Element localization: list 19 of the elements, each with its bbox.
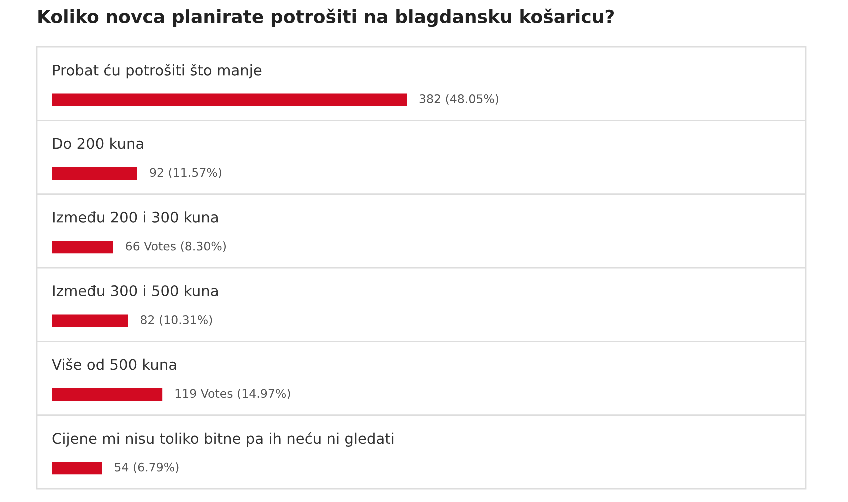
data-label: 82 (10.31%) <box>141 315 212 326</box>
chart-title: Koliko novca planirate potrošiti na blagdansku košaricu? <box>38 8 614 28</box>
data-label: 382 (48.05%) <box>420 94 498 105</box>
y-tick-label: Cijene mi nisu toliko bitne pa ih neću ni gledati <box>52 432 394 447</box>
y-tick-label: Probat ću potrošiti što manje <box>53 64 262 79</box>
data-label: 119 Votes (14.97%) <box>176 389 290 400</box>
y-tick-label: Između 300 i 500 kuna <box>53 285 218 297</box>
data-label: 66 Votes (8.30%) <box>126 242 226 252</box>
bar <box>52 462 102 475</box>
bar <box>52 167 138 180</box>
bar <box>52 241 114 254</box>
bar <box>52 388 163 401</box>
y-tick-label: Do 200 kuna <box>53 138 144 150</box>
y-tick-label: Više od 500 kuna <box>52 358 176 370</box>
bar <box>52 314 128 328</box>
y-tick-label: Između 200 i 300 kuna <box>53 212 218 223</box>
bar <box>52 94 407 106</box>
data-label: 92 (11.57%) <box>150 168 222 179</box>
data-label: 54 (6.79%) <box>115 462 179 474</box>
